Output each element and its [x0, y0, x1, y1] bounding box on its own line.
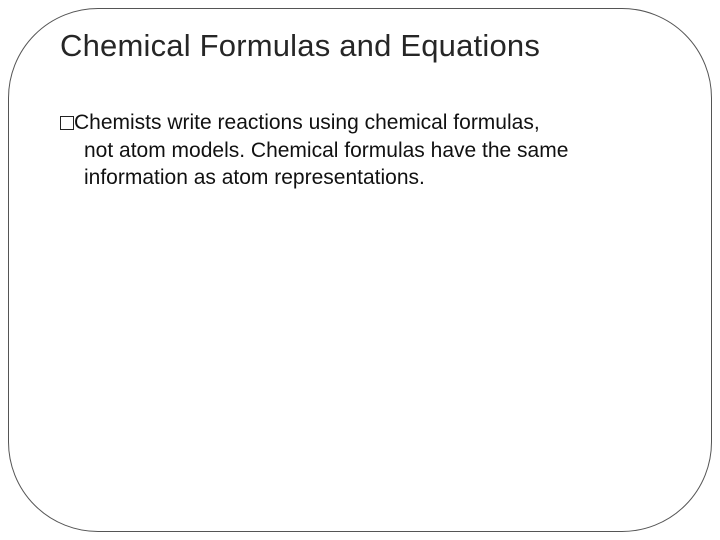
body-line-2: not atom models. Chemical formulas have … [84, 138, 640, 191]
square-bullet-icon [60, 116, 74, 130]
slide-title: Chemical Formulas and Equations [60, 28, 540, 64]
body-paragraph: Chemists write reactions using chemical … [60, 110, 640, 191]
slide-rounded-frame [8, 8, 712, 532]
body-line-1: Chemists write reactions using chemical … [74, 111, 540, 134]
